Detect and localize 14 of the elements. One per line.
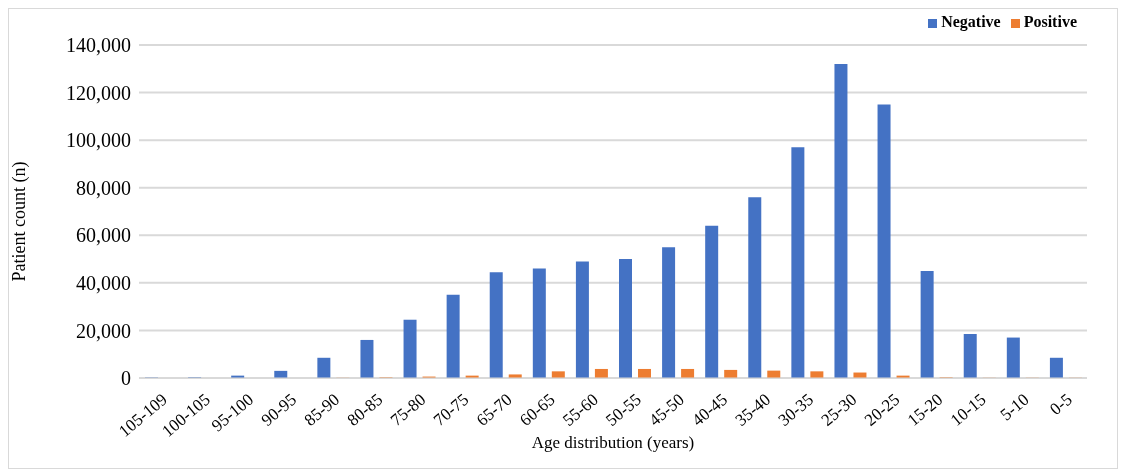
y-tick-label: 40,000 xyxy=(76,271,131,294)
legend-label: Positive xyxy=(1023,13,1077,30)
y-axis-title: Patient count (n) xyxy=(9,161,31,282)
y-tick-label: 140,000 xyxy=(66,34,131,57)
y-tick-label: 80,000 xyxy=(76,176,131,199)
x-tick-label: 5-10 xyxy=(996,389,1033,425)
y-tick-label: 20,000 xyxy=(76,319,131,342)
y-tick-label: 120,000 xyxy=(66,81,131,104)
y-tick-label: 100,000 xyxy=(66,129,131,152)
x-tick-label: 0-5 xyxy=(1046,389,1076,419)
y-tick-label: 60,000 xyxy=(76,224,131,247)
y-tick-label: 0 xyxy=(121,367,131,390)
x-axis-title: Age distribution (years) xyxy=(531,433,695,452)
legend-label: Negative xyxy=(941,13,1001,30)
